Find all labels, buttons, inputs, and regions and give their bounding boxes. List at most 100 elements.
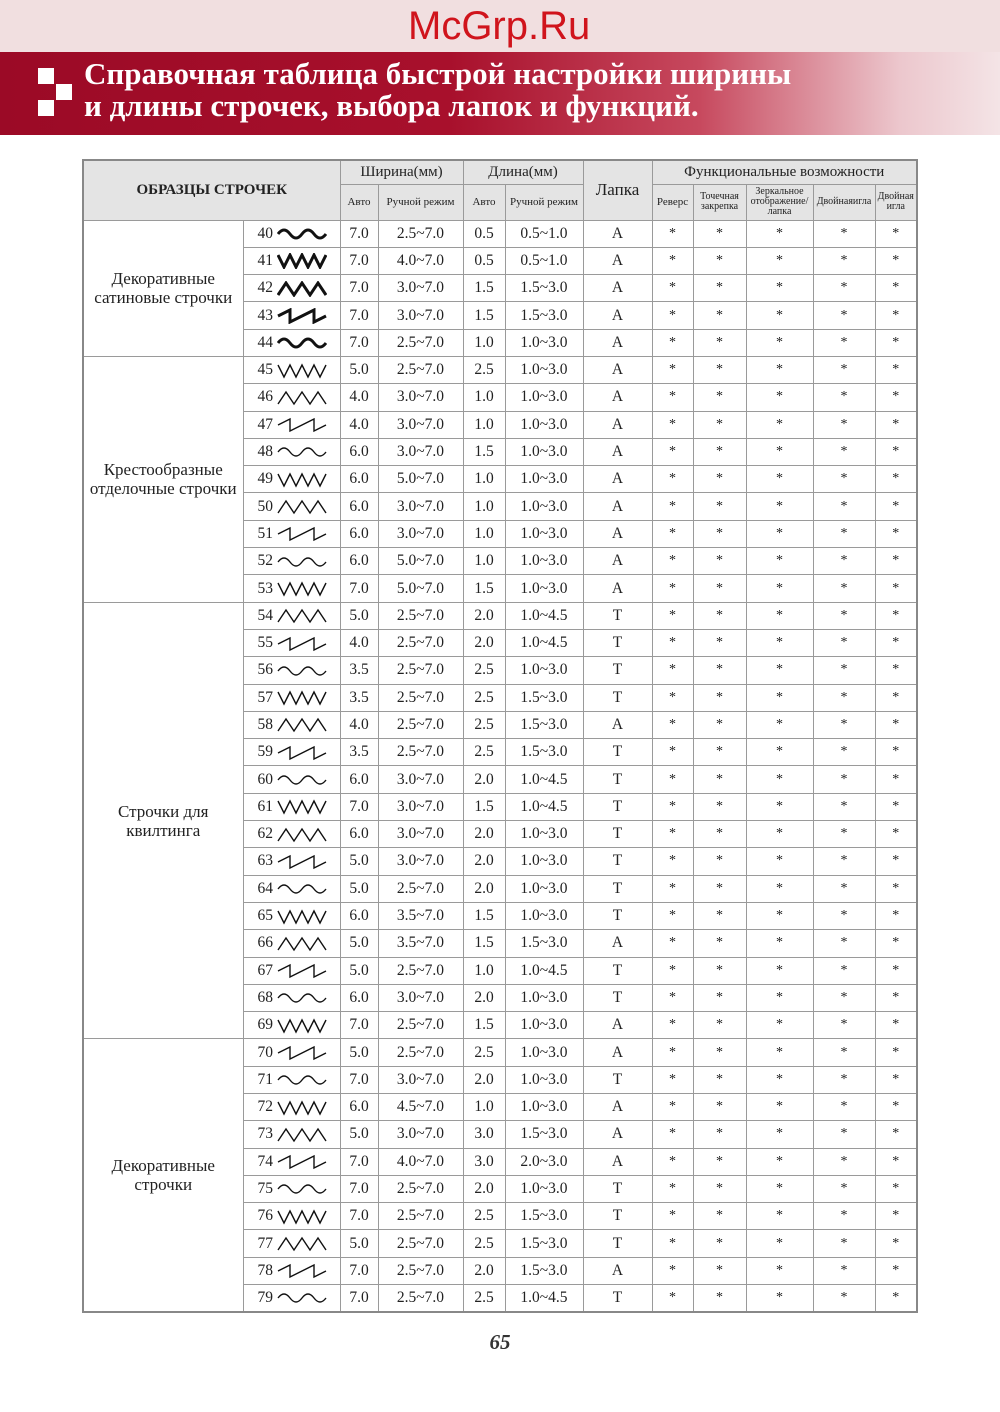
lock-star: * — [692, 355, 747, 385]
mirror-star: * — [745, 956, 814, 985]
stitch-number: 52 — [257, 552, 274, 570]
header-twin-needle-1: Двойнаяигла — [812, 183, 876, 221]
reverse-star: * — [651, 301, 694, 330]
stitch-number-cell: 48 — [242, 437, 341, 467]
reverse-star: * — [651, 547, 694, 576]
reverse-star: * — [651, 874, 694, 903]
twin-needle-2-star: * — [874, 547, 918, 576]
width-auto-cell: 7.0 — [339, 328, 379, 357]
width-auto-cell: 7.0 — [339, 274, 379, 303]
foot-cell: A — [582, 301, 653, 330]
reverse-star: * — [651, 1174, 694, 1204]
table-row: 62 6.0 3.0~7.0 2.0 1.0~3.0 T * * * * * — [83, 820, 918, 849]
mirror-star: * — [745, 1038, 814, 1067]
stitch-pattern-icon — [277, 827, 327, 842]
stitch-number: 54 — [257, 606, 274, 624]
lock-star: * — [692, 765, 747, 794]
table-row: 71 7.0 3.0~7.0 2.0 1.0~3.0 T * * * * * — [83, 1065, 918, 1095]
foot-cell: A — [582, 465, 653, 494]
width-manual-cell: 2.5~7.0 — [377, 1174, 464, 1204]
foot-cell: A — [582, 1256, 653, 1286]
width-auto-cell: 5.0 — [339, 355, 379, 385]
stitch-number: 71 — [257, 1070, 274, 1088]
foot-cell: A — [582, 574, 653, 603]
length-manual-cell: 1.0~3.0 — [504, 465, 584, 494]
stitch-number: 49 — [257, 470, 274, 488]
width-auto-cell: 5.0 — [339, 956, 379, 985]
twin-needle-2-star: * — [874, 519, 918, 549]
length-manual-cell: 0.5~1.0 — [504, 219, 584, 248]
foot-cell: T — [582, 1202, 653, 1231]
foot-cell: T — [582, 792, 653, 822]
stitch-number-cell: 55 — [242, 628, 341, 658]
width-auto-cell: 6.0 — [339, 983, 379, 1013]
stitch-number-cell: 65 — [242, 901, 341, 931]
mirror-star: * — [745, 1256, 814, 1286]
mirror-star: * — [745, 656, 814, 685]
foot-cell: T — [582, 656, 653, 685]
foot-cell: A — [582, 355, 653, 385]
length-manual-cell: 1.0~3.0 — [504, 519, 584, 549]
width-auto-cell: 7.0 — [339, 1256, 379, 1286]
twin-needle-1-star: * — [812, 274, 876, 303]
foot-cell: T — [582, 683, 653, 712]
length-auto-cell: 2.0 — [462, 820, 506, 849]
length-auto-cell: 1.5 — [462, 929, 506, 958]
lock-star: * — [692, 820, 747, 849]
length-manual-cell: 1.0~4.5 — [504, 601, 584, 630]
foot-cell: A — [582, 410, 653, 439]
twin-needle-1-star: * — [812, 246, 876, 276]
width-manual-cell: 5.0~7.0 — [377, 547, 464, 576]
width-auto-cell: 6.0 — [339, 1092, 379, 1122]
stitch-number-cell: 79 — [242, 1284, 341, 1313]
header-lock: Точечная закрепка — [692, 183, 747, 221]
stitch-number-cell: 70 — [242, 1038, 341, 1067]
stitch-number: 73 — [257, 1125, 274, 1143]
lock-star: * — [692, 601, 747, 630]
width-auto-cell: 3.5 — [339, 738, 379, 767]
foot-cell: T — [582, 628, 653, 658]
length-manual-cell: 1.5~3.0 — [504, 1229, 584, 1258]
stitch-number: 77 — [257, 1234, 274, 1252]
width-auto-cell: 7.0 — [339, 1065, 379, 1095]
width-manual-cell: 3.0~7.0 — [377, 983, 464, 1013]
width-auto-cell: 5.0 — [339, 929, 379, 958]
group-label: Строчки для квилтинга — [82, 601, 244, 1040]
length-manual-cell: 1.0~4.5 — [504, 628, 584, 658]
table-row: 68 6.0 3.0~7.0 2.0 1.0~3.0 T * * * * * — [83, 983, 918, 1013]
twin-needle-1-star: * — [812, 874, 876, 903]
stitch-number-cell: 69 — [242, 1011, 341, 1040]
stitch-number-cell: 43 — [242, 301, 341, 330]
twin-needle-2-star: * — [874, 628, 918, 658]
length-auto-cell: 1.5 — [462, 274, 506, 303]
table-body: Декоративные сатиновые строчки 40 7.0 2.5~7… — [82, 219, 918, 1313]
stitch-pattern-icon — [277, 936, 327, 952]
mirror-star: * — [745, 983, 814, 1013]
stitch-pattern-icon — [277, 884, 327, 894]
foot-cell: A — [582, 547, 653, 576]
stitch-number-cell: 64 — [242, 874, 341, 903]
width-manual-cell: 3.0~7.0 — [377, 519, 464, 549]
table-row: 60 6.0 3.0~7.0 2.0 1.0~4.5 T * * * * * — [83, 765, 918, 794]
width-auto-cell: 6.0 — [339, 519, 379, 549]
twin-needle-2-star: * — [874, 656, 918, 685]
table-row: 73 5.0 3.0~7.0 3.0 1.5~3.0 A * * * * * — [83, 1120, 918, 1149]
twin-needle-2-star: * — [874, 574, 918, 603]
stitch-number: 59 — [257, 743, 274, 761]
foot-cell: T — [582, 956, 653, 985]
header-functions: Функциональные возможности — [651, 159, 918, 185]
width-manual-cell: 2.5~7.0 — [377, 683, 464, 712]
group-label: Крестообразные отделочные строчки — [82, 355, 244, 603]
length-manual-cell: 1.0~3.0 — [504, 1038, 584, 1067]
width-auto-cell: 6.0 — [339, 901, 379, 931]
width-auto-cell: 4.0 — [339, 710, 379, 740]
stitch-number-cell: 73 — [242, 1120, 341, 1149]
mirror-star: * — [745, 1065, 814, 1095]
length-manual-cell: 1.5~3.0 — [504, 1256, 584, 1286]
twin-needle-1-star: * — [812, 929, 876, 958]
twin-needle-1-star: * — [812, 901, 876, 931]
length-manual-cell: 1.0~3.0 — [504, 383, 584, 412]
length-auto-cell: 1.0 — [462, 465, 506, 494]
reverse-star: * — [651, 601, 694, 630]
length-auto-cell: 0.5 — [462, 246, 506, 276]
